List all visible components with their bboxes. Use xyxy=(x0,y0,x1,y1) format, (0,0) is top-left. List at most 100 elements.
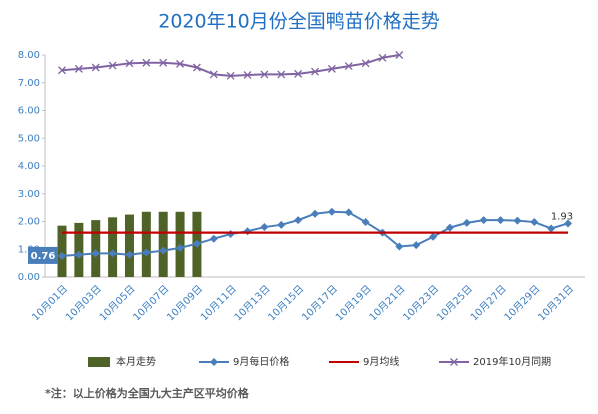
x-tick-label: 10月31日 xyxy=(536,283,577,324)
point xyxy=(260,223,269,232)
x-tick-label: 10月25日 xyxy=(434,283,475,324)
x-tick-label: 10月29日 xyxy=(502,283,543,324)
point xyxy=(530,218,539,227)
point xyxy=(142,248,151,257)
point xyxy=(294,69,303,78)
point xyxy=(91,63,100,72)
x-tick-label: 10月09日 xyxy=(165,283,206,324)
point xyxy=(74,250,83,259)
y-tick-label: 6.00 xyxy=(18,106,40,117)
legend-item: 9月均线 xyxy=(329,355,399,368)
bar xyxy=(74,222,84,277)
point xyxy=(176,243,185,252)
x-tick-label: 10月05日 xyxy=(97,283,138,324)
point xyxy=(260,70,269,79)
value-label-box xyxy=(28,246,58,264)
point xyxy=(311,67,319,76)
point xyxy=(125,59,134,68)
point xyxy=(74,64,83,73)
point xyxy=(142,58,151,67)
bar xyxy=(108,217,118,277)
legend-marker xyxy=(210,358,218,366)
bar xyxy=(124,214,134,277)
point xyxy=(277,70,286,79)
x-tick-label: 10月11日 xyxy=(198,283,239,324)
point xyxy=(108,61,117,70)
legend-label: 9月每日价格 xyxy=(233,355,289,368)
x-tick-label: 10月21日 xyxy=(367,283,408,324)
point xyxy=(547,224,556,233)
x-tick-label: 10月15日 xyxy=(266,283,307,324)
point xyxy=(395,242,404,251)
point xyxy=(277,220,286,229)
value-label: 0.76 xyxy=(31,251,56,262)
point xyxy=(344,62,353,71)
x-tick-label: 10月07日 xyxy=(131,283,172,324)
y-tick-label: 8.00 xyxy=(18,50,40,61)
bar xyxy=(57,225,67,277)
legend-item: 2019年10月同期 xyxy=(439,355,551,368)
point xyxy=(412,241,421,250)
point xyxy=(327,64,336,73)
point xyxy=(125,250,134,259)
point xyxy=(226,71,235,80)
point xyxy=(429,232,438,241)
legend-label: 2019年10月同期 xyxy=(473,355,551,368)
point xyxy=(159,246,168,255)
line xyxy=(61,210,569,257)
point xyxy=(445,223,454,232)
legend-item: 9月每日价格 xyxy=(199,355,289,368)
x-tick-label: 10月03日 xyxy=(63,283,104,324)
point xyxy=(58,251,66,260)
point xyxy=(496,216,505,225)
y-tick-label: 0.00 xyxy=(18,272,40,283)
legend-item: 本月走势 xyxy=(88,355,156,368)
legend-marker xyxy=(450,358,458,366)
y-tick-label: 7.00 xyxy=(18,78,40,89)
legend-label: 本月走势 xyxy=(116,355,156,368)
value-label: 1.93 xyxy=(551,211,573,222)
point xyxy=(395,51,404,59)
y-tick-label: 2.00 xyxy=(18,217,40,228)
chart-title: 2020年10月份全国鸭苗价格走势 xyxy=(158,11,440,33)
y-tick-label: 3.00 xyxy=(18,189,40,200)
point xyxy=(311,209,319,218)
point xyxy=(108,249,117,258)
point xyxy=(513,216,522,225)
point xyxy=(479,216,488,225)
bar xyxy=(91,220,101,277)
x-tick-label: 10月17日 xyxy=(299,283,340,324)
bar xyxy=(141,211,151,277)
point xyxy=(209,234,218,243)
point xyxy=(361,59,370,68)
y-tick-label: 4.00 xyxy=(18,161,40,172)
y-tick-label: 5.00 xyxy=(18,133,40,144)
point xyxy=(159,58,168,67)
point xyxy=(327,207,336,216)
point xyxy=(243,71,252,79)
point xyxy=(58,66,66,75)
point xyxy=(209,70,218,79)
bar xyxy=(158,211,168,277)
point xyxy=(192,239,201,248)
point xyxy=(344,208,353,217)
legend-swatch xyxy=(88,357,110,367)
x-tick-label: 10月13日 xyxy=(232,283,273,324)
point xyxy=(378,53,387,62)
point xyxy=(243,227,252,236)
x-tick-label: 10月23日 xyxy=(401,283,442,324)
x-tick-label: 10月19日 xyxy=(333,283,374,324)
point xyxy=(176,59,185,68)
point xyxy=(226,229,235,238)
point xyxy=(462,218,471,227)
point xyxy=(294,216,303,225)
footnote: *注：以上价格为全国九大主产区平均价格 xyxy=(45,386,250,400)
point xyxy=(361,218,370,227)
point xyxy=(192,63,201,72)
x-tick-label: 10月01日 xyxy=(30,283,71,324)
x-tick-label: 10月27日 xyxy=(468,283,509,324)
legend-label: 9月均线 xyxy=(363,355,399,368)
point xyxy=(91,249,100,258)
point xyxy=(564,219,572,228)
